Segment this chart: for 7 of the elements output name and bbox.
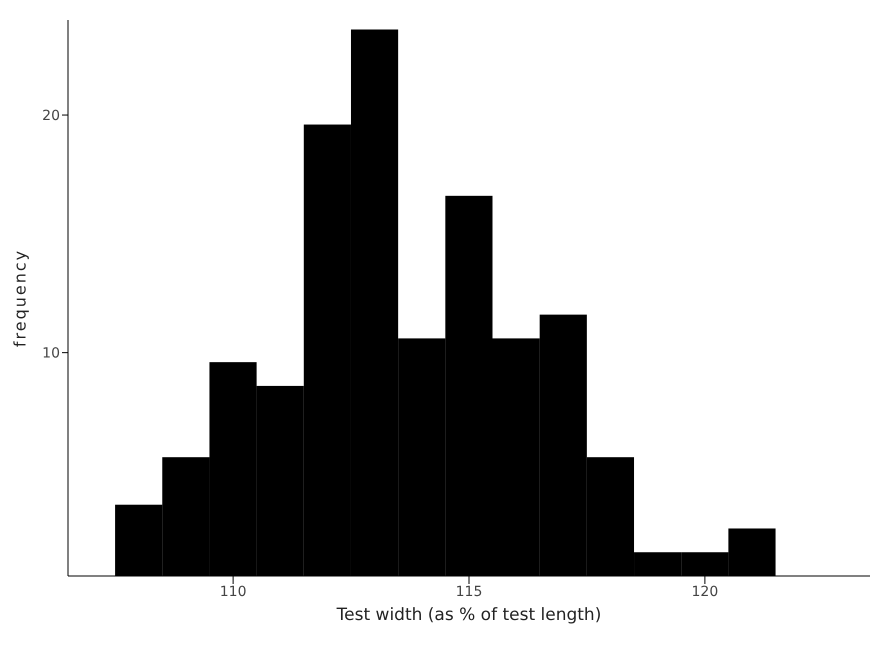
x-tick-label: 120 [692,584,718,600]
y-tick-label: 10 [42,346,60,362]
y-tick-label: 20 [42,108,60,124]
x-axis-title: Test width (as % of test length) [336,605,602,625]
x-tick-label: 110 [220,584,246,600]
y-axis-title: frequency [10,248,30,348]
x-tick-label: 115 [456,584,482,600]
